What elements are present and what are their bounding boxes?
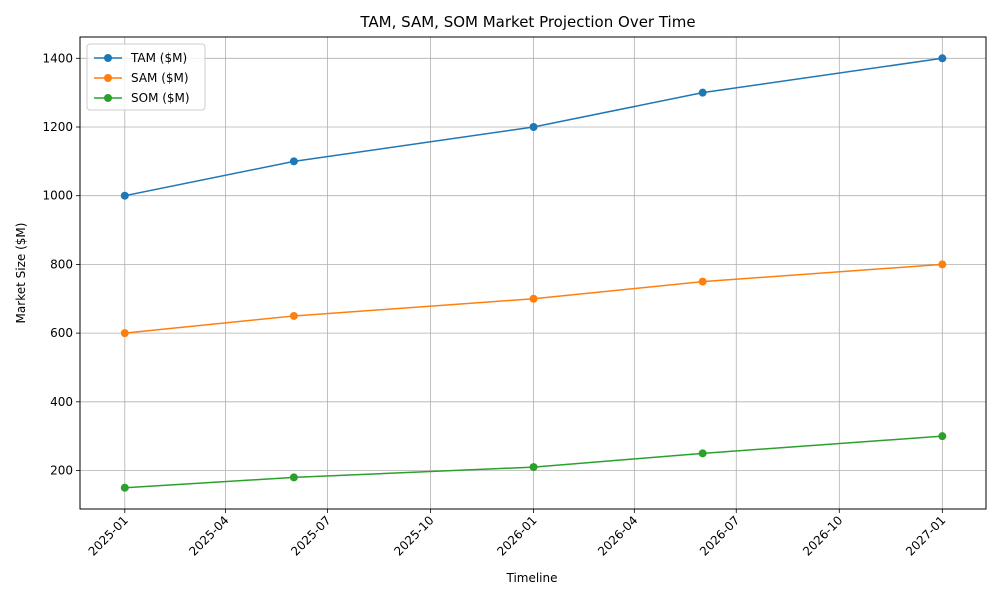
y-tick-label: 200 <box>50 464 73 478</box>
legend: TAM ($M) SAM ($M) SOM ($M) <box>86 43 206 111</box>
legend-marker-som <box>104 94 112 102</box>
x-tick-label: 2025-10 <box>391 513 436 558</box>
data-point-som <box>698 449 707 458</box>
data-point-som <box>289 473 298 482</box>
grid-lines <box>80 37 986 509</box>
x-tick-label: 2026-01 <box>494 513 539 558</box>
y-axis-label: Market Size ($M) <box>14 223 28 324</box>
data-point-som <box>529 463 538 472</box>
legend-label-tam: TAM ($M) <box>130 51 187 65</box>
data-point-tam <box>120 191 129 200</box>
x-tick-label: 2025-04 <box>186 513 231 558</box>
x-tick-label: 2026-07 <box>697 513 742 558</box>
data-point-tam <box>938 54 947 63</box>
y-tick-label: 800 <box>50 257 73 271</box>
data-point-tam <box>698 88 707 97</box>
data-point-som <box>120 483 129 492</box>
x-tick-label: 2025-07 <box>288 513 333 558</box>
data-point-sam <box>120 329 129 338</box>
y-tick-label: 400 <box>50 395 73 409</box>
y-tick-label: 1200 <box>42 120 73 134</box>
chart-title: TAM, SAM, SOM Market Projection Over Tim… <box>359 13 695 31</box>
x-tick-label: 2026-04 <box>595 513 640 558</box>
data-point-sam <box>529 294 538 303</box>
y-tick-label: 1000 <box>42 189 73 203</box>
legend-frame <box>86 43 206 111</box>
legend-label-som: SOM ($M) <box>131 91 190 105</box>
legend-marker-tam <box>104 54 112 62</box>
data-point-sam <box>289 311 298 320</box>
x-tick-label: 2025-01 <box>86 513 131 558</box>
x-tick-label: 2026-10 <box>800 513 845 558</box>
x-tick-label: 2027-01 <box>903 513 948 558</box>
y-tick-label: 1400 <box>42 51 73 65</box>
x-axis-label: Timeline <box>505 571 557 585</box>
y-axis-ticks: 200 400 600 800 1000 1200 1400 <box>42 51 80 478</box>
legend-label-sam: SAM ($M) <box>131 71 189 85</box>
data-point-sam <box>698 277 707 286</box>
y-tick-label: 600 <box>50 326 73 340</box>
x-axis-ticks: 2025-01 2025-04 2025-07 2025-10 2026-01 2026-… <box>86 509 948 559</box>
series-group <box>120 54 947 492</box>
legend-marker-sam <box>104 74 112 82</box>
plot-area-frame <box>79 36 987 510</box>
data-point-tam <box>529 123 538 132</box>
data-point-tam <box>289 157 298 166</box>
data-point-som <box>938 432 947 441</box>
data-point-sam <box>938 260 947 269</box>
